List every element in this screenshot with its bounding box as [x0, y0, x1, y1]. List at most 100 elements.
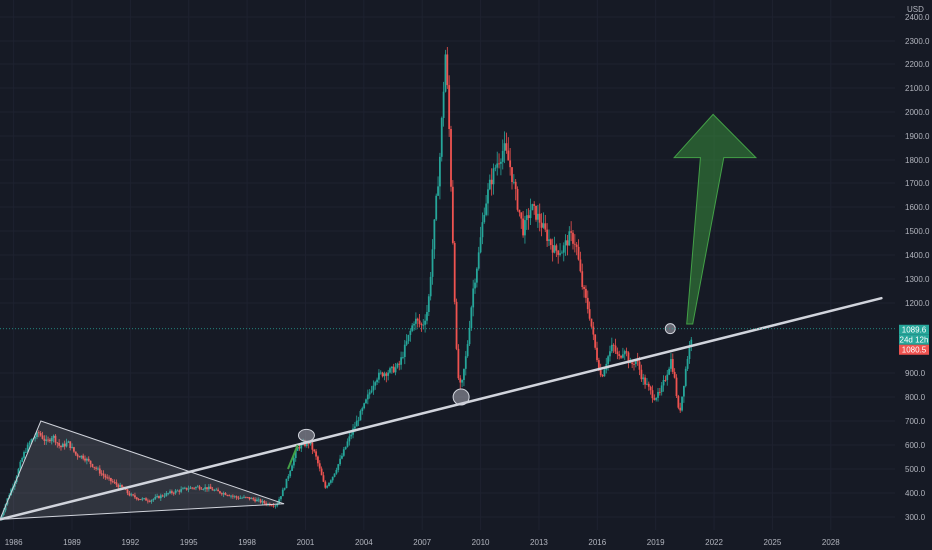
candle-body	[551, 245, 554, 253]
candle-body	[0, 514, 3, 520]
y-tick-label: 1900.0	[905, 132, 930, 141]
candle-body	[385, 373, 388, 376]
candle-body	[548, 239, 550, 241]
candle-body	[56, 442, 59, 444]
candle-body	[300, 444, 303, 449]
y-tick-label: 2200.0	[905, 60, 930, 69]
candle-body	[89, 460, 92, 465]
candle-body	[514, 181, 517, 190]
candle-body	[274, 505, 277, 507]
candle-body	[394, 367, 397, 373]
candle-body	[400, 357, 402, 365]
candle-body	[610, 344, 613, 352]
candle-body	[616, 351, 619, 355]
candle-body	[492, 168, 495, 185]
candle-body	[579, 259, 582, 272]
candle-body	[536, 213, 539, 220]
candle-body	[95, 467, 98, 469]
candle-body	[572, 232, 574, 244]
candle-body	[108, 477, 110, 479]
candle-body	[372, 385, 375, 391]
time-axis[interactable]: 1986 1989 1992 1995 1998 2001 2004 2007 2010 2013…	[5, 538, 841, 547]
candle-body	[233, 496, 236, 498]
candle-body	[413, 323, 415, 326]
candle-body	[17, 468, 20, 477]
trendline	[0, 296, 883, 521]
candle-body	[453, 242, 456, 302]
candle-body	[450, 128, 452, 187]
candle-body	[239, 497, 242, 499]
x-tick-label: 2013	[530, 538, 548, 547]
candle-body	[420, 323, 423, 326]
candle-body	[644, 377, 646, 385]
candle-body	[485, 203, 488, 215]
candle-body	[231, 495, 234, 497]
candle-body	[673, 371, 676, 378]
candle-body	[466, 344, 469, 357]
candle-body	[126, 489, 129, 494]
candle-body	[638, 361, 641, 370]
candle-body	[200, 488, 203, 490]
candle-body	[121, 484, 123, 488]
x-tick-label: 1998	[238, 538, 256, 547]
candle-body	[363, 403, 366, 409]
candle-body	[479, 237, 482, 253]
candle-body	[344, 446, 347, 450]
candle-body	[124, 489, 127, 491]
candle-body	[69, 441, 72, 448]
candle-body	[91, 464, 94, 467]
candle-body	[446, 54, 449, 86]
candle-body	[442, 91, 445, 118]
candle-body	[403, 344, 406, 357]
price-axis[interactable]: 300.0 400.0 500.0 600.0 700.0 800.0 900.0 1200.…	[905, 13, 930, 522]
candle-body	[468, 327, 471, 345]
y-tick-label: 700.0	[905, 417, 926, 426]
candle-body	[256, 499, 258, 502]
x-tick-label: 2007	[413, 538, 431, 547]
candle-body	[309, 442, 312, 445]
candle-body	[315, 451, 317, 457]
candle-body	[97, 468, 99, 470]
candle-body	[474, 282, 476, 289]
candle-body	[627, 352, 630, 363]
candle-body	[662, 379, 665, 386]
candle-body	[317, 456, 319, 464]
candle-body	[84, 458, 86, 461]
candle-body	[444, 54, 447, 92]
candle-body	[19, 461, 22, 469]
candle-body	[570, 231, 573, 233]
candle-body	[280, 496, 282, 500]
candle-body	[113, 481, 116, 483]
candle-body	[524, 220, 526, 236]
candle-body	[143, 498, 146, 500]
candle-body	[390, 366, 393, 369]
candle-body	[459, 378, 462, 383]
candle-body	[248, 497, 251, 500]
candle-body	[481, 222, 484, 238]
candle-body	[36, 432, 38, 437]
candle-body	[335, 469, 338, 474]
candle-body	[106, 477, 109, 479]
candle-body	[535, 205, 537, 220]
candle-body	[333, 473, 336, 477]
candle-body	[60, 445, 62, 448]
x-tick-label: 2025	[764, 538, 782, 547]
candle-body	[174, 490, 177, 494]
candle-body	[411, 325, 414, 331]
candle-body	[337, 464, 340, 470]
candle-body	[85, 458, 88, 461]
candle-body	[374, 382, 377, 386]
candle-body	[568, 231, 571, 246]
candle-body	[150, 500, 153, 502]
candle-body	[246, 497, 249, 498]
candle-body	[483, 214, 486, 223]
candle-body	[224, 493, 227, 496]
candle-body	[682, 385, 685, 397]
candle-body	[651, 390, 654, 399]
candle-body	[292, 458, 295, 466]
candle-body	[28, 442, 31, 445]
candle-body	[601, 375, 604, 377]
candle-body	[296, 446, 299, 451]
